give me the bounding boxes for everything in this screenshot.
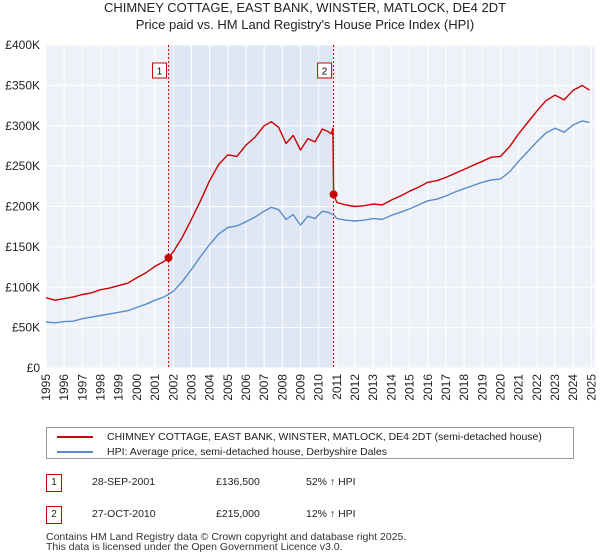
y-tick-label: £150K: [5, 240, 40, 254]
x-tick-label: 1999: [112, 374, 126, 401]
sale-point: [329, 190, 338, 199]
chart-subtitle: Price paid vs. HM Land Registry's House …: [136, 17, 474, 32]
legend-item-property: CHIMNEY COTTAGE, EAST BANK, WINSTER, MAT…: [57, 430, 542, 444]
x-tick-label: 2021: [512, 374, 526, 401]
legend-item-hpi: HPI: Average price, semi-detached house,…: [57, 445, 387, 459]
legend: CHIMNEY COTTAGE, EAST BANK, WINSTER, MAT…: [46, 427, 574, 459]
marker-points: [164, 190, 338, 262]
x-tick-label: 2022: [530, 374, 544, 401]
x-tick-label: 2008: [275, 374, 289, 401]
row-hpi: 52% ↑ HPI: [306, 476, 356, 488]
y-tick-label: £400K: [5, 38, 40, 52]
x-tick-label: 1995: [39, 374, 53, 401]
x-tick-label: 2025: [584, 374, 598, 401]
x-tick-label: 2001: [148, 374, 162, 401]
x-tick-label: 2004: [203, 374, 217, 401]
footer: Contains HM Land Registry data © Crown c…: [46, 531, 407, 553]
price-chart: CHIMNEY COTTAGE, EAST BANK, WINSTER, MAT…: [5, 0, 598, 401]
sale-point: [164, 253, 173, 262]
y-tick-label: £300K: [5, 119, 40, 133]
x-tick-label: 2000: [130, 374, 144, 401]
x-axis: 1995 1996 1997 1998 1999 2000 2001 2002 2003 2004…: [39, 374, 598, 401]
table-row: 2 27-OCT-2010 £215,000 12% ↑ HPI: [46, 506, 446, 526]
row-date: 27-OCT-2010: [92, 508, 156, 520]
legend-label-hpi: HPI: Average price, semi-detached house,…: [107, 446, 387, 458]
y-tick-label: £350K: [5, 78, 40, 92]
x-tick-label: 2020: [493, 374, 507, 401]
x-tick-label: 2016: [421, 374, 435, 401]
y-axis: £0 £50K £100K £150K £200K £250K £300K £350K £400…: [5, 38, 40, 375]
x-tick-label: 2005: [221, 374, 235, 401]
x-tick-label: 1998: [94, 374, 108, 401]
property-price-line: [45, 84, 590, 301]
marker-badge: [152, 62, 168, 79]
row-date: 28-SEP-2001: [92, 476, 156, 488]
x-tick-label: 2007: [257, 374, 271, 401]
x-tick-label: 2006: [239, 374, 253, 401]
x-tick-label: 2002: [166, 374, 180, 401]
marker-badge: [317, 62, 333, 79]
x-tick-label: 2019: [475, 374, 489, 401]
chart-title: CHIMNEY COTTAGE, EAST BANK, WINSTER, MAT…: [104, 0, 506, 15]
row-price: £215,000: [216, 508, 260, 520]
x-tick-label: 1996: [57, 374, 71, 401]
x-tick-label: 1997: [75, 374, 89, 401]
y-tick-label: £50K: [12, 321, 40, 335]
legend-swatch-red: [57, 436, 93, 438]
x-tick-label: 2012: [348, 374, 362, 401]
row-badge: 1: [46, 474, 62, 492]
x-tick-label: 2023: [548, 374, 562, 401]
y-tick-label: £250K: [5, 159, 40, 173]
legend-label-property: CHIMNEY COTTAGE, EAST BANK, WINSTER, MAT…: [107, 431, 542, 443]
x-tick-label: 2024: [566, 374, 580, 401]
x-tick-label: 2009: [294, 374, 308, 401]
gridlines: [45, 44, 595, 369]
row-hpi: 12% ↑ HPI: [306, 508, 356, 520]
x-tick-label: 2017: [439, 374, 453, 401]
footer-line-1: Contains HM Land Registry data © Crown c…: [46, 531, 407, 543]
x-tick-label: 2014: [384, 374, 398, 401]
row-price: £136,500: [216, 476, 260, 488]
legend-swatch-blue: [57, 451, 93, 453]
hpi-line: [45, 120, 590, 324]
x-tick-label: 2018: [457, 374, 471, 401]
x-tick-label: 2003: [184, 374, 198, 401]
y-tick-label: £200K: [5, 200, 40, 214]
x-tick-label: 2010: [312, 374, 326, 401]
x-tick-label: 2011: [330, 374, 344, 400]
table-row: 1 28-SEP-2001 £136,500 52% ↑ HPI: [46, 474, 446, 494]
y-tick-label: £0: [27, 361, 41, 375]
x-tick-label: 2015: [403, 374, 417, 401]
x-tick-label: 2013: [366, 374, 380, 401]
marker-badge-label: 2: [322, 67, 328, 78]
row-badge: 2: [46, 506, 62, 524]
series-lines: [45, 84, 590, 324]
y-tick-label: £100K: [5, 280, 40, 294]
footer-line-2: This data is licensed under the Open Gov…: [46, 541, 343, 553]
marker-badge-label: 1: [157, 67, 163, 78]
